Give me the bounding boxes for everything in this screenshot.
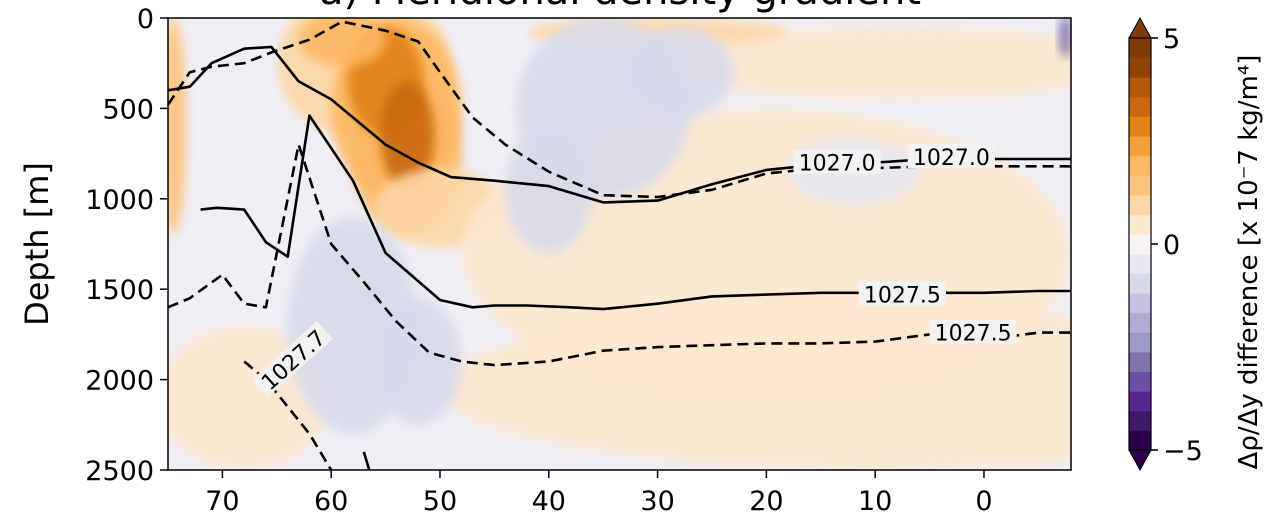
colorbar-segment [1129,38,1151,59]
contour-line-1027.5-dashed [168,143,1071,367]
anomaly-patch [1059,18,1071,58]
x-tick-label: 10 [858,486,892,517]
anomaly-patch [440,307,1071,470]
colorbar-tick-label: 0 [1163,230,1180,261]
colorbar-segment [1129,293,1151,314]
colorbar-tick-label: 5 [1163,24,1180,55]
colorbar-segment [1129,77,1151,98]
anomaly-patch [298,18,386,67]
x-tick-label: 60 [314,486,348,517]
anomaly-patch [624,27,734,118]
colorbar-segment [1129,155,1151,176]
svg-text:1027.5: 1027.5 [864,284,941,309]
colorbar-segment [1129,234,1151,255]
svg-text:1027.0: 1027.0 [913,146,990,171]
colorbar-segment [1129,253,1151,274]
colorbar-segment [1129,371,1151,392]
colorbar-segment [1129,430,1151,451]
anomaly-patch [374,298,462,425]
anomaly-field [168,18,1071,470]
colorbar-title: Δρ/Δy difference [x 10⁻7 kg/m⁴] [1234,55,1264,470]
colorbar-segment [1129,175,1151,196]
x-tick-label: 30 [640,486,674,517]
chart-title: a) Meridional density gradient [319,0,921,14]
anomaly-patch [657,27,1071,100]
y-axis-title: Depth [m] [18,162,56,326]
colorbar-segment [1129,312,1151,333]
colorbar-segment [1129,136,1151,157]
contour-line-1027.7-solid [362,451,371,470]
x-tick-label: 0 [975,486,992,517]
y-tick-label: 1000 [85,185,154,216]
x-tick-label: 40 [532,486,566,517]
contour-label: 1027.5 [929,319,1017,347]
colorbar-segment [1129,116,1151,137]
colorbar-segment [1129,214,1151,235]
colorbar-tick-label: −5 [1163,436,1203,467]
x-tick-label: 70 [205,486,239,517]
colorbar-extend-min [1128,449,1152,472]
contour-label: 1027.5 [858,281,946,309]
colorbar-segment [1129,332,1151,353]
colorbar-segment [1129,410,1151,431]
colorbar-segment [1129,351,1151,373]
y-tick-label: 2500 [85,456,154,487]
y-axis: 0 500 1000 1500 2000 2500 [85,4,168,487]
plot-frame [167,17,1072,471]
contour-label: 1027.0 [793,149,881,177]
contour-label: 1027.0 [907,144,995,171]
colorbar-segment [1129,194,1151,216]
contour-line-1027-dashed [168,20,1071,199]
x-tick-label: 20 [749,486,783,517]
colorbar-segment [1129,273,1151,294]
svg-text:1027.5: 1027.5 [935,322,1012,347]
svg-text:1027.0: 1027.0 [799,152,876,177]
colorbar-extend-max [1128,16,1152,39]
contour-line-1027-solid [168,45,1071,204]
anomaly-patch [505,126,593,254]
colorbar: 5 0 −5 [1128,16,1203,472]
y-tick-label: 1500 [85,275,154,306]
y-tick-label: 0 [137,4,154,35]
colorbar-segment [1129,96,1151,117]
y-tick-label: 500 [102,94,154,125]
x-tick-label: 50 [423,486,457,517]
colorbar-segment [1129,57,1151,78]
colorbar-segment [1129,391,1151,412]
x-axis: 70 60 50 40 30 20 10 0 [205,470,993,517]
y-tick-label: 2000 [85,366,154,397]
anomaly-patch [168,18,187,235]
